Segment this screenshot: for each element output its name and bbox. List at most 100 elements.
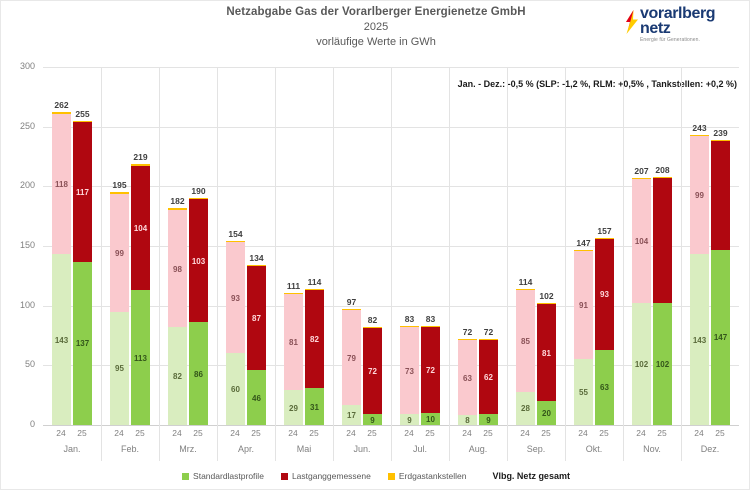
bar-total-label: 262 [54, 100, 69, 111]
bar-segment [52, 113, 71, 255]
legend-swatch-icon [182, 472, 190, 480]
bar-segment [226, 241, 245, 243]
x-axis: 24 25 Jan. 24 25 Feb. 24 25 Mrz. 24 25 Apr. 24 25 Mai 2… [43, 425, 739, 461]
x-axis-year-label: 24 [114, 428, 124, 438]
bar-total-label: 255 [75, 108, 90, 119]
bar-segment [400, 414, 419, 425]
x-axis-year-label: 24 [230, 428, 240, 438]
group-separator [507, 67, 508, 461]
segment-value-label: 17 [347, 410, 356, 420]
group-separator [681, 67, 682, 461]
segment-value-label: 117 [76, 187, 89, 197]
legend-item-0[interactable]: Standardlastprofile [182, 471, 264, 481]
bar-segment [653, 303, 672, 425]
bar-segment [52, 112, 71, 114]
x-axis-group: 24 25 Dez. [681, 425, 739, 461]
bar-total-label: 111 [286, 280, 301, 291]
bar-segment [479, 339, 498, 341]
group-separator [623, 67, 624, 461]
x-axis-month-label: Mrz. [179, 444, 197, 454]
x-axis-year-label: 24 [462, 428, 472, 438]
legend-swatch-icon [387, 472, 395, 480]
bar-segment [168, 327, 187, 425]
segment-value-label: 46 [252, 393, 261, 403]
y-axis-tick-label: 100 [19, 299, 35, 310]
x-axis-group: 24 25 Okt. [565, 425, 623, 461]
segment-value-label: 79 [347, 353, 356, 363]
bar-total-label: 102 [539, 291, 554, 302]
bar-segment [284, 293, 303, 391]
x-axis-year-label: 25 [657, 428, 667, 438]
bar-segment [226, 242, 245, 354]
segment-value-label: 98 [173, 264, 182, 274]
x-axis-group: 24 25 Sep. [507, 425, 565, 461]
group-separator [101, 67, 102, 461]
segment-value-label: 147 [713, 333, 728, 343]
segment-value-label: 102 [655, 360, 670, 370]
bar-segment [110, 192, 129, 194]
bar-segment [653, 177, 672, 304]
segment-value-label: 118 [55, 179, 68, 189]
x-axis-year-label: 25 [309, 428, 319, 438]
group-separator [217, 67, 218, 461]
x-axis-month-label: Dez. [700, 444, 720, 454]
x-group-separator [681, 425, 682, 461]
bar-segment [189, 198, 208, 200]
bar-segment [110, 193, 129, 312]
x-axis-year-label: 24 [172, 428, 182, 438]
bar-segment [342, 404, 361, 425]
segment-value-label: 85 [521, 336, 530, 346]
segment-value-label: 62 [484, 373, 493, 383]
bar-segment [574, 359, 593, 425]
bar-segment [305, 288, 324, 291]
x-axis-month-label: Aug. [468, 444, 488, 454]
bar-segment [537, 304, 556, 402]
segment-value-label: 81 [542, 348, 551, 358]
segment-value-label: 20 [542, 409, 551, 419]
x-group-separator [159, 425, 160, 461]
x-axis-year-label: 24 [694, 428, 704, 438]
group-separator [449, 67, 450, 461]
chart-legend: Standardlastprofile Lastganggemessene Erdg… [1, 467, 750, 485]
x-axis-year-label: 25 [483, 428, 493, 438]
x-axis-year-label: 25 [77, 428, 87, 438]
group-separator [391, 67, 392, 461]
title-subtitle: vorläufige Werte in GWh [316, 36, 436, 48]
x-axis-year-label: 25 [193, 428, 203, 438]
legend-label: Standardlastprofile [193, 471, 264, 481]
bar-segment [363, 414, 382, 425]
segment-value-label: 93 [600, 290, 609, 300]
x-axis-group: 24 25 Jun. [333, 425, 391, 461]
logo-wordmark: vorarlberg netz Energie für Generationen… [640, 6, 716, 45]
segment-value-label: 31 [310, 402, 319, 412]
x-axis-month-label: Jan. [63, 444, 81, 454]
x-axis-group: 24 25 Jan. [43, 425, 101, 461]
legend-item-1[interactable]: Lastganggemessene [280, 471, 371, 481]
logo-line-2: netz [640, 20, 671, 37]
bar-segment [690, 136, 709, 255]
bar-segment [574, 249, 593, 251]
group-separator [275, 67, 276, 461]
x-group-separator [217, 425, 218, 461]
y-axis-tick-label: 150 [19, 240, 35, 250]
bar-segment [226, 353, 245, 425]
x-group-separator [101, 425, 102, 461]
x-axis-group: 24 25 Mrz. [159, 425, 217, 461]
bar-segment [189, 322, 208, 425]
x-axis-year-label: 24 [404, 428, 414, 438]
x-group-separator [275, 425, 276, 461]
segment-value-label: 103 [191, 256, 206, 266]
segment-value-label: 137 [75, 339, 90, 349]
bar-segment [131, 163, 150, 167]
x-axis-month-label: Mai [296, 444, 312, 454]
x-axis-year-label: 24 [520, 428, 530, 438]
x-axis-year-label: 25 [425, 428, 435, 438]
segment-value-label: 73 [405, 366, 414, 376]
bar-segment [110, 311, 129, 425]
segment-value-label: 102 [634, 360, 649, 370]
bar-segment [189, 199, 208, 323]
bar-segment [73, 121, 92, 262]
chart-plot-area: 0 50 100 150 200 250 300 143 118 262 137 117 255 95 99… [20, 61, 739, 461]
bar-total-label: 154 [228, 229, 243, 240]
legend-item-2[interactable]: Erdgastankstellen [387, 471, 466, 481]
